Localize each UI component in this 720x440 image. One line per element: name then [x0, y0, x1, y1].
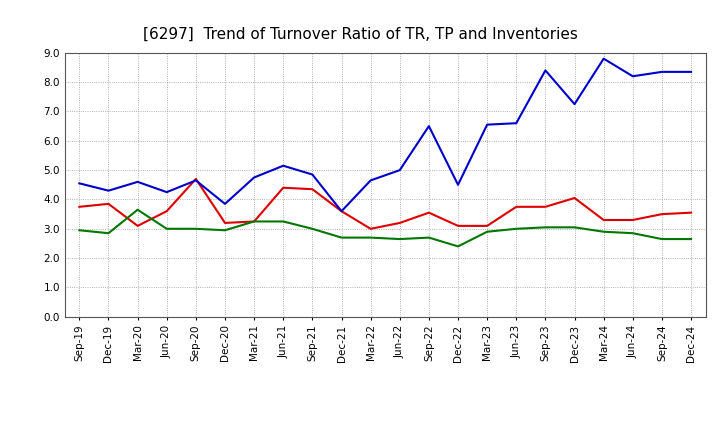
- Line: Trade Payables: Trade Payables: [79, 59, 691, 211]
- Trade Receivables: [629, 217, 637, 223]
- Trade Payables: [483, 122, 492, 127]
- Trade Receivables: [454, 223, 462, 228]
- Trade Receivables: [687, 210, 696, 215]
- Trade Payables: [279, 163, 287, 169]
- Inventories: [395, 236, 404, 242]
- Inventories: [192, 226, 200, 231]
- Inventories: [366, 235, 375, 240]
- Trade Receivables: [425, 210, 433, 215]
- Inventories: [133, 207, 142, 213]
- Trade Receivables: [308, 187, 317, 192]
- Trade Payables: [104, 188, 113, 193]
- Inventories: [75, 227, 84, 233]
- Trade Payables: [425, 124, 433, 129]
- Inventories: [657, 236, 666, 242]
- Trade Payables: [687, 69, 696, 74]
- Trade Receivables: [337, 209, 346, 214]
- Trade Payables: [512, 121, 521, 126]
- Trade Payables: [133, 179, 142, 184]
- Trade Payables: [308, 172, 317, 177]
- Inventories: [425, 235, 433, 240]
- Trade Payables: [657, 69, 666, 74]
- Trade Receivables: [250, 219, 258, 224]
- Inventories: [337, 235, 346, 240]
- Inventories: [220, 227, 229, 233]
- Inventories: [308, 226, 317, 231]
- Trade Receivables: [395, 220, 404, 226]
- Inventories: [454, 244, 462, 249]
- Inventories: [687, 236, 696, 242]
- Inventories: [599, 229, 608, 235]
- Trade Payables: [192, 178, 200, 183]
- Inventories: [250, 219, 258, 224]
- Trade Receivables: [279, 185, 287, 191]
- Trade Receivables: [192, 176, 200, 182]
- Line: Inventories: Inventories: [79, 210, 691, 246]
- Inventories: [483, 229, 492, 235]
- Trade Receivables: [541, 204, 550, 209]
- Inventories: [512, 226, 521, 231]
- Inventories: [279, 219, 287, 224]
- Trade Payables: [629, 73, 637, 79]
- Trade Payables: [75, 181, 84, 186]
- Trade Receivables: [366, 226, 375, 231]
- Trade Payables: [163, 190, 171, 195]
- Trade Payables: [366, 178, 375, 183]
- Inventories: [163, 226, 171, 231]
- Inventories: [570, 225, 579, 230]
- Trade Payables: [599, 56, 608, 61]
- Line: Trade Receivables: Trade Receivables: [79, 179, 691, 229]
- Trade Payables: [541, 68, 550, 73]
- Trade Payables: [454, 182, 462, 187]
- Inventories: [104, 231, 113, 236]
- Trade Payables: [570, 102, 579, 107]
- Text: [6297]  Trend of Turnover Ratio of TR, TP and Inventories: [6297] Trend of Turnover Ratio of TR, TP…: [143, 26, 577, 41]
- Trade Receivables: [133, 223, 142, 228]
- Trade Payables: [220, 201, 229, 206]
- Trade Receivables: [512, 204, 521, 209]
- Trade Receivables: [657, 212, 666, 217]
- Inventories: [541, 225, 550, 230]
- Trade Receivables: [599, 217, 608, 223]
- Trade Receivables: [163, 209, 171, 214]
- Trade Receivables: [570, 195, 579, 201]
- Trade Payables: [250, 175, 258, 180]
- Trade Receivables: [483, 223, 492, 228]
- Trade Payables: [395, 168, 404, 173]
- Trade Receivables: [104, 201, 113, 206]
- Trade Payables: [337, 209, 346, 214]
- Trade Receivables: [220, 220, 229, 226]
- Inventories: [629, 231, 637, 236]
- Trade Receivables: [75, 204, 84, 209]
